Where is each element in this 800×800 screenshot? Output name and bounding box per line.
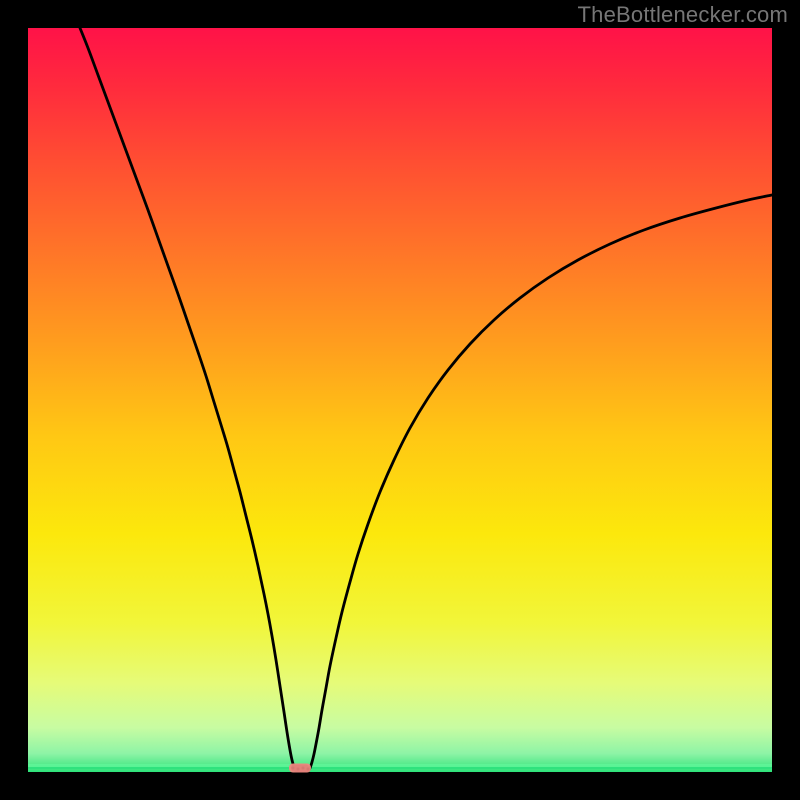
baseline-line xyxy=(28,767,772,769)
valley-marker-dot xyxy=(292,767,295,770)
valley-marker-dot xyxy=(307,768,310,771)
plot-background xyxy=(28,28,772,772)
valley-marker-dot xyxy=(302,767,305,770)
valley-marker-dot xyxy=(297,768,300,771)
bottleneck-chart xyxy=(0,0,800,800)
